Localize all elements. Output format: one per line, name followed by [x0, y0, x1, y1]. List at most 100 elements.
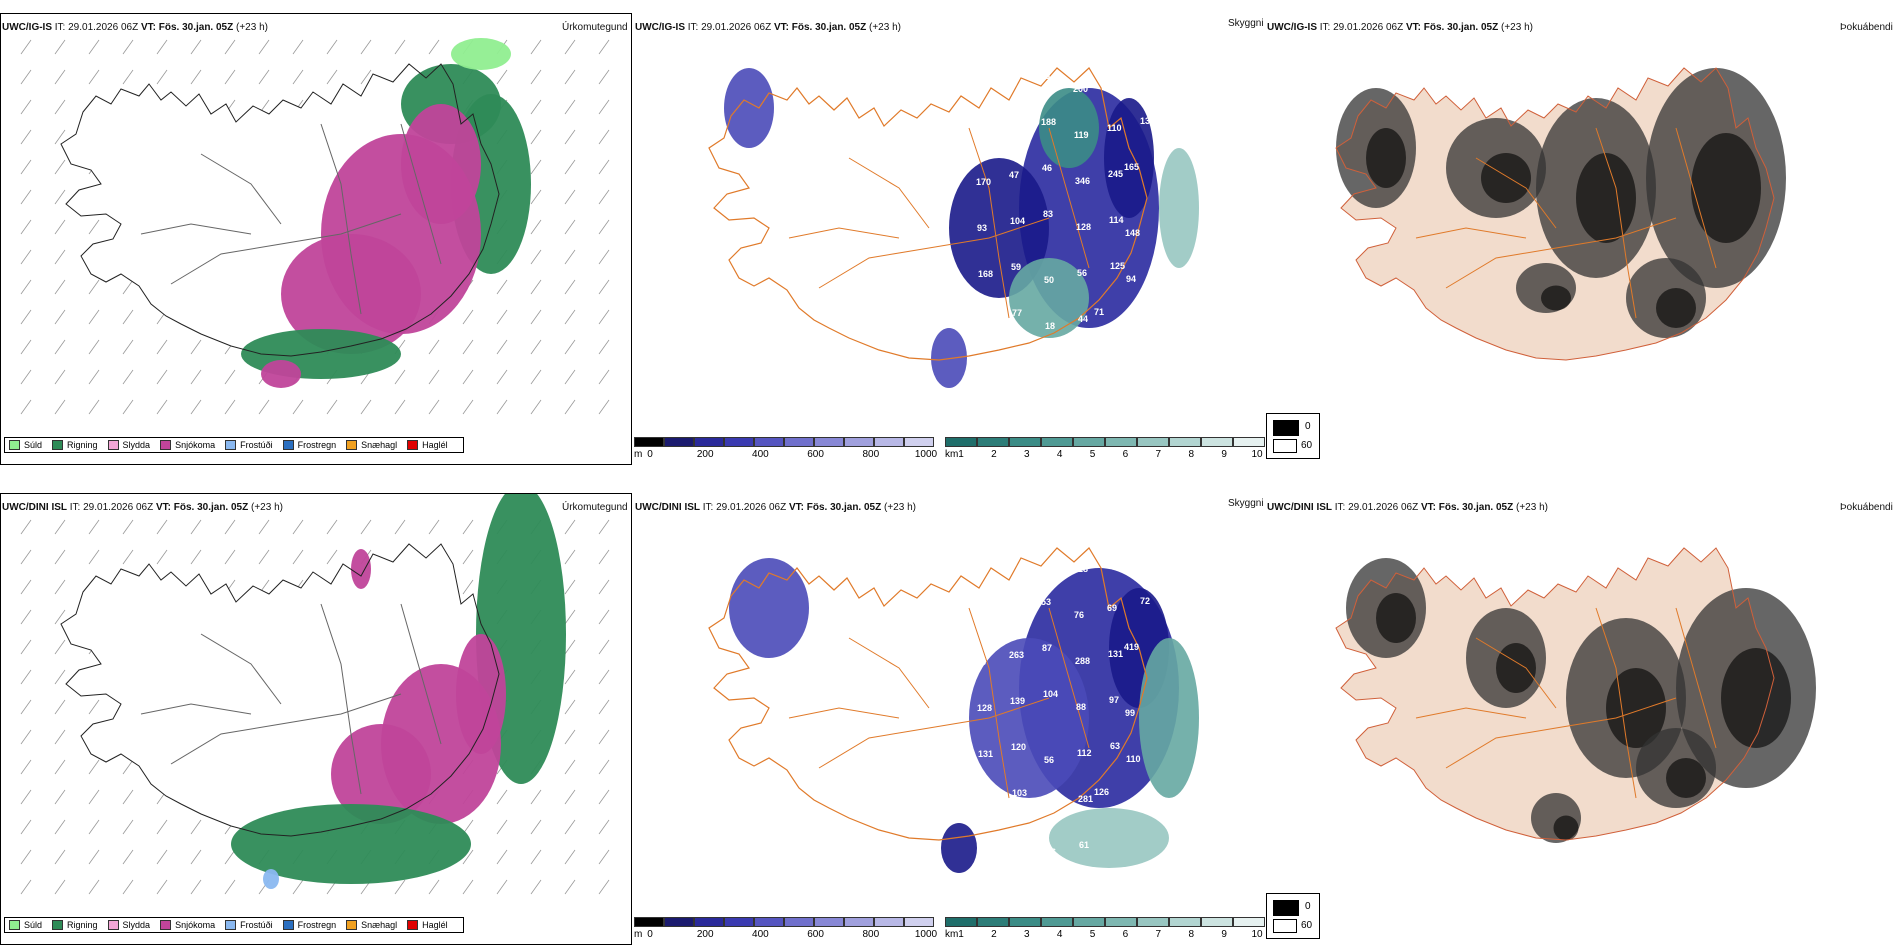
wind-barb — [292, 519, 304, 535]
cloudbase-value-label: 76 — [1074, 610, 1084, 620]
legend-label: Snæhagl — [361, 920, 398, 930]
wind-barb — [530, 189, 542, 205]
precip-legend-item: Slydda — [107, 440, 151, 450]
colorbar-segment — [1009, 917, 1041, 927]
cloudbase-value-label: 110 — [1107, 123, 1122, 133]
wind-barb — [122, 549, 134, 565]
cloudbase-value-label: 103 — [1012, 788, 1027, 798]
wind-barb — [496, 279, 508, 295]
precip-type-panel-top — [0, 13, 632, 465]
road-line — [400, 603, 442, 745]
wind-barb — [156, 399, 168, 415]
road-line — [140, 223, 252, 235]
wind-barb — [496, 399, 508, 415]
wind-barb — [530, 879, 542, 895]
wind-barb — [54, 159, 66, 175]
cloudbase-value-label: 73 — [1007, 78, 1017, 88]
colorbar-segment — [1233, 917, 1265, 927]
fog-light-swatch — [1273, 919, 1297, 933]
fog-core — [1666, 758, 1706, 798]
colorbar-segment — [1073, 917, 1105, 927]
wind-barb — [156, 879, 168, 895]
colorbar-segment — [1201, 917, 1233, 927]
wind-barb — [20, 849, 32, 865]
colorbar-tick: 800 — [862, 449, 880, 460]
cloudbase-value-label: 63 — [1110, 741, 1120, 751]
colorbar-segment — [1137, 917, 1169, 927]
wind-barb — [292, 879, 304, 895]
coastline — [708, 67, 1148, 361]
wind-barb — [54, 729, 66, 745]
cloudbase-value-label: 256 — [1127, 800, 1142, 810]
wind-barb — [122, 39, 134, 55]
cloudbase-value-label: 200 — [1073, 84, 1088, 94]
fog-core — [1496, 643, 1536, 693]
wind-barb — [20, 609, 32, 625]
precip-area — [401, 104, 481, 224]
wind-barb — [598, 879, 610, 895]
fog-core — [1541, 285, 1571, 311]
cloudbase-value-label: 59 — [1011, 262, 1021, 272]
wind-barb — [88, 789, 100, 805]
cloudbase-value-label: 114 — [1109, 215, 1124, 225]
wind-barb — [156, 369, 168, 385]
precip-legend-item: Súld — [9, 440, 42, 450]
cloudbase-value-label: 72 — [1140, 596, 1150, 606]
wind-barb — [564, 279, 576, 295]
wind-barb — [54, 249, 66, 265]
fog-legend-bottom: 0 60 — [1266, 893, 1320, 939]
wind-barb — [156, 819, 168, 835]
wind-barb — [564, 189, 576, 205]
legend-swatch — [282, 440, 294, 450]
wind-barb — [428, 399, 440, 415]
cloudbase-value-label: 112 — [1077, 748, 1092, 758]
precip-legend-item: Frostúði — [225, 440, 273, 450]
precip-legend-item: Slydda — [107, 920, 150, 930]
wind-barb — [598, 369, 610, 385]
wind-barb — [598, 699, 610, 715]
legend-swatch — [225, 920, 237, 930]
colorbar-segment — [945, 917, 977, 927]
cloudbase-value-label: 87 — [1042, 643, 1052, 653]
colorbar-tick: 8 — [1188, 449, 1194, 460]
wind-barb — [326, 519, 338, 535]
wind-barb — [496, 339, 508, 355]
wind-barb — [54, 579, 66, 595]
wind-barb — [564, 729, 576, 745]
precip-legend-item: Haglél — [407, 440, 448, 450]
colorbar-segment — [1009, 437, 1041, 447]
cloudbase-value-label: 288 — [1075, 656, 1090, 666]
cloudbase-value-label: 168 — [978, 269, 993, 279]
wind-barb — [88, 369, 100, 385]
iceland-map — [708, 67, 1199, 388]
cloudbase-value-label: 71 — [1094, 307, 1104, 317]
colorbar-segment — [724, 917, 754, 927]
fog-dark-label: 0 — [1305, 421, 1311, 432]
wind-barb — [88, 549, 100, 565]
cloud-area — [949, 158, 1049, 298]
fog-panel-top — [1266, 13, 1900, 465]
wind-barb — [462, 549, 474, 565]
wind-barb — [54, 669, 66, 685]
cloudbase-value-label: 97 — [1109, 695, 1119, 705]
cloudbase-value-label: 56 — [1077, 268, 1087, 278]
wind-barb — [564, 549, 576, 565]
wind-barb — [564, 879, 576, 895]
colorbar-unit: km — [945, 449, 959, 460]
fog-core — [1656, 288, 1696, 328]
precip-legend-item: Rigning — [52, 920, 98, 930]
wind-barb — [258, 69, 270, 85]
cloudbase-value-label: 247 — [1013, 834, 1028, 844]
legend-label: Rigning — [67, 920, 98, 930]
cloudbase-value-label: 56 — [1044, 755, 1054, 765]
fog-core — [1366, 128, 1406, 188]
road-line — [848, 637, 930, 709]
wind-barb — [428, 879, 440, 895]
legend-label: Slydda — [122, 440, 151, 450]
cloud-panel-top: 110 73 85 200 77 135 57 34 188 119 110 133 170 47 46 34… — [634, 13, 1264, 465]
cloud-map-bottom: 8486912812568236655376697275263872881314… — [708, 545, 1199, 873]
wind-barb — [224, 849, 236, 865]
wind-barb — [496, 309, 508, 325]
wind-barb — [190, 339, 202, 355]
precip-area — [451, 38, 511, 70]
